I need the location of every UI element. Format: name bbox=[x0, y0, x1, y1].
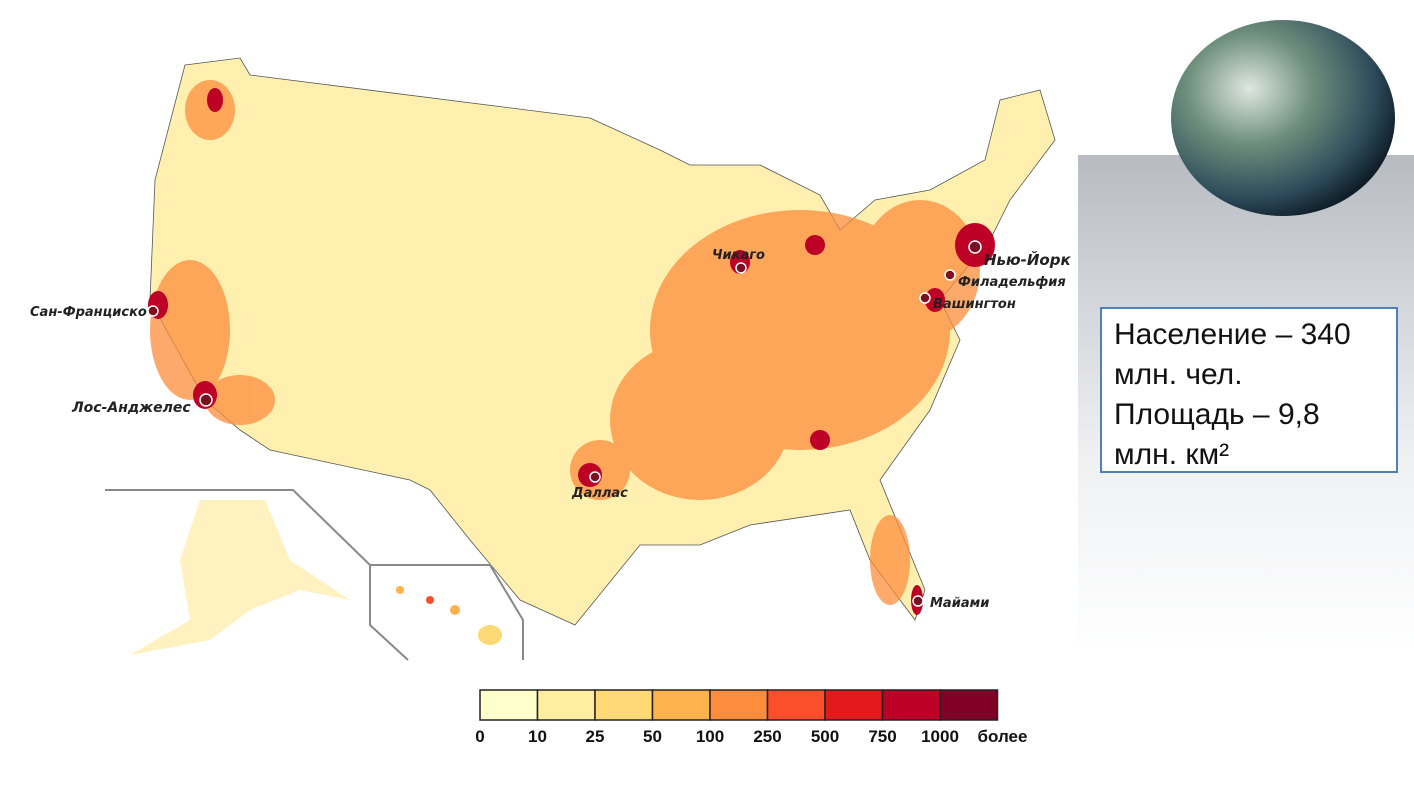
legend-label: 750 bbox=[868, 727, 896, 746]
legend-label: более bbox=[978, 727, 1028, 746]
city-label: Вашингтон bbox=[933, 297, 1016, 312]
legend-swatch bbox=[881, 689, 941, 721]
info-box: Население – 340 млн. чел. Площадь – 9,8 … bbox=[1100, 307, 1398, 473]
mainland bbox=[149, 57, 1056, 626]
legend-swatch bbox=[939, 689, 999, 721]
population: Население – 340 млн. чел. bbox=[1114, 318, 1351, 391]
city-label: Чикаго bbox=[712, 248, 765, 263]
legend-label: 10 bbox=[528, 727, 547, 746]
legend-swatch bbox=[766, 689, 826, 721]
globe bbox=[1171, 20, 1395, 216]
legend-swatch bbox=[594, 689, 654, 721]
city-label: Даллас bbox=[571, 486, 628, 501]
legend-swatch bbox=[824, 689, 884, 721]
city-label: Лос-Анджелес bbox=[71, 400, 191, 416]
legend-swatch bbox=[536, 689, 596, 721]
legend-swatch bbox=[479, 689, 539, 721]
legend: 0 10 25 50 100 250 500 750 1000 более bbox=[475, 689, 1028, 746]
legend-label: 500 bbox=[811, 727, 839, 746]
legend-label: 25 bbox=[586, 727, 605, 746]
city-label: Сан-Франциско bbox=[30, 305, 147, 320]
area: Площадь – 9,8 млн. км² bbox=[1114, 398, 1320, 471]
hawaii bbox=[396, 586, 502, 645]
legend-label: 1000 bbox=[921, 727, 959, 746]
density-areas bbox=[150, 80, 980, 605]
alaska bbox=[130, 500, 350, 655]
legend-label: 0 bbox=[475, 727, 484, 746]
legend-label: 50 bbox=[643, 727, 662, 746]
us-map bbox=[105, 57, 1056, 661]
legend-swatch bbox=[709, 689, 769, 721]
city-label: Филадельфия bbox=[958, 275, 1066, 290]
city-markers bbox=[147, 240, 982, 607]
city-label: Нью-Йорк bbox=[984, 250, 1071, 269]
legend-label: 100 bbox=[696, 727, 724, 746]
legend-label: 250 bbox=[753, 727, 781, 746]
legend-swatch bbox=[651, 689, 711, 721]
city-label: Майами bbox=[930, 596, 989, 611]
